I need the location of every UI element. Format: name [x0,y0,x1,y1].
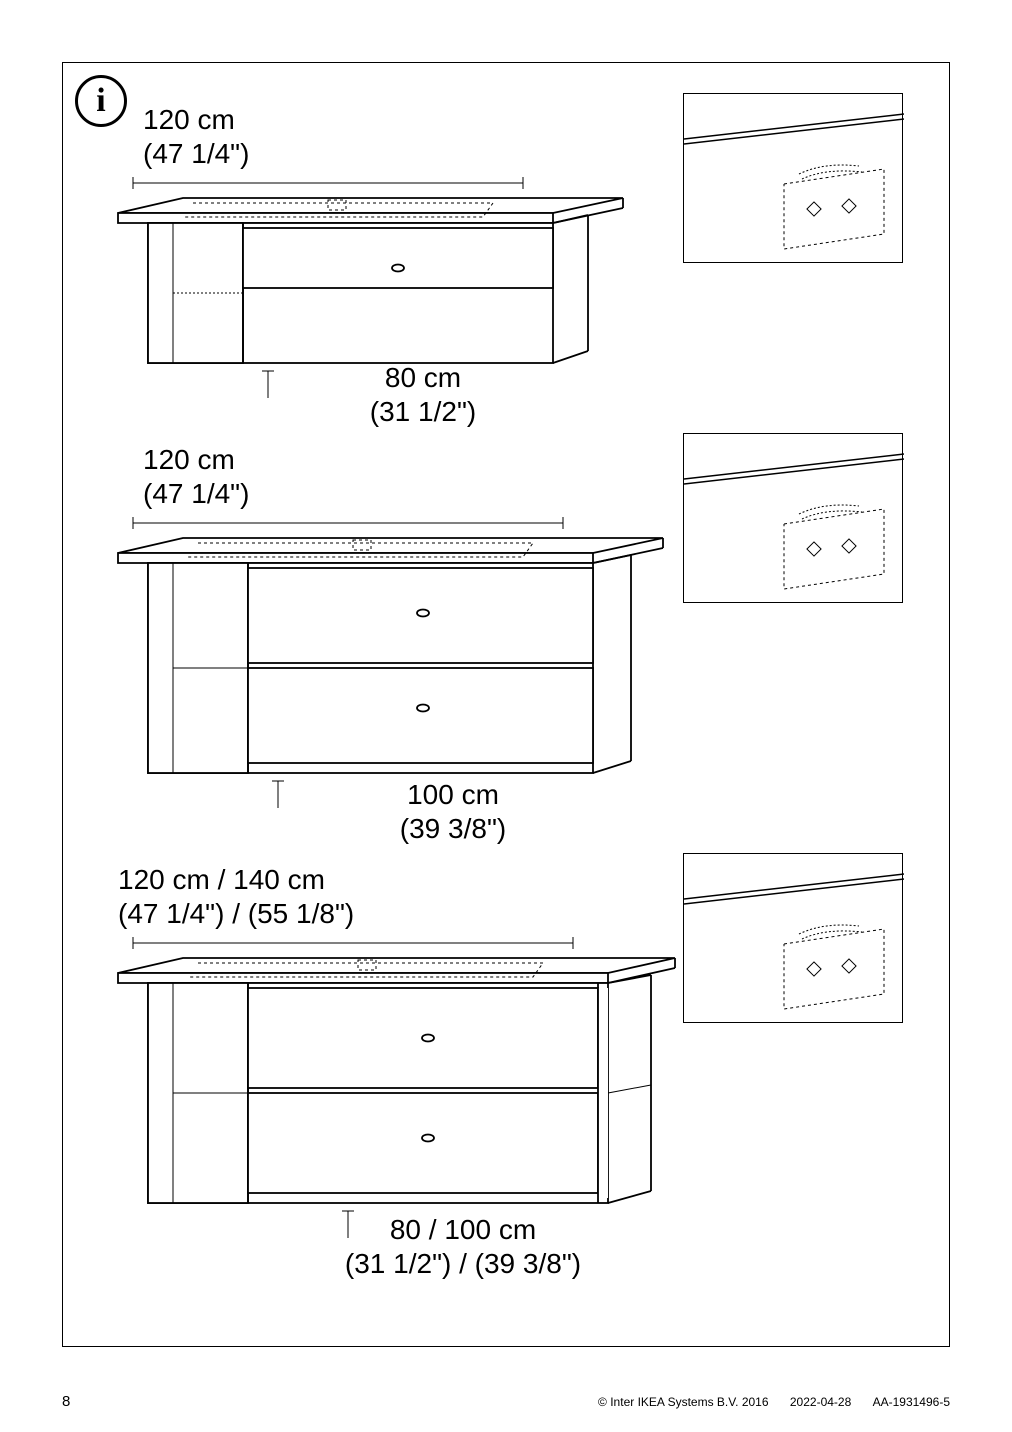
dim-v-1-in: (31 1/2") [370,396,476,427]
dim-h-1: 120 cm (47 1/4") [143,103,249,170]
dim-h-2: 120 cm (47 1/4") [143,443,249,510]
dim-v-2: 100 cm (39 3/8") [353,778,553,845]
info-icon-letter: i [96,82,105,120]
dim-h-3-in: (47 1/4") / (55 1/8") [118,898,354,929]
detail-1 [683,93,903,263]
page-number: 8 [62,1393,70,1410]
dim-v-3-in: (31 1/2") / (39 3/8") [345,1248,581,1279]
dim-h-3-cm: 120 cm / 140 cm [118,864,325,895]
dim-h-3: 120 cm / 140 cm (47 1/4") / (55 1/8") [118,863,354,930]
dim-v-1-cm: 80 cm [385,362,461,393]
info-icon: i [75,75,127,127]
dim-h-1-in: (47 1/4") [143,138,249,169]
detail-2 [683,433,903,603]
dim-h-2-cm: 120 cm [143,444,235,475]
dim-v-2-cm: 100 cm [407,779,499,810]
dim-v-1: 80 cm (31 1/2") [323,361,523,428]
dim-v-2-in: (39 3/8") [400,813,506,844]
dim-v-3: 80 / 100 cm (31 1/2") / (39 3/8") [313,1213,613,1280]
doc-id: AA-1931496-5 [873,1395,950,1409]
footer: 8 © Inter IKEA Systems B.V. 2016 2022-04… [62,1393,950,1410]
detail-3 [683,853,903,1023]
copyright: © Inter IKEA Systems B.V. 2016 [598,1395,768,1409]
dim-h-1-cm: 120 cm [143,104,235,135]
footer-meta: © Inter IKEA Systems B.V. 2016 2022-04-2… [580,1395,950,1409]
date: 2022-04-28 [790,1395,851,1409]
page-frame: i 120 cm (47 1/4") [62,62,950,1347]
dim-h-2-in: (47 1/4") [143,478,249,509]
cabinet-3 [113,933,683,1243]
dim-v-3-cm: 80 / 100 cm [390,1214,536,1245]
cabinet-2 [113,513,673,813]
